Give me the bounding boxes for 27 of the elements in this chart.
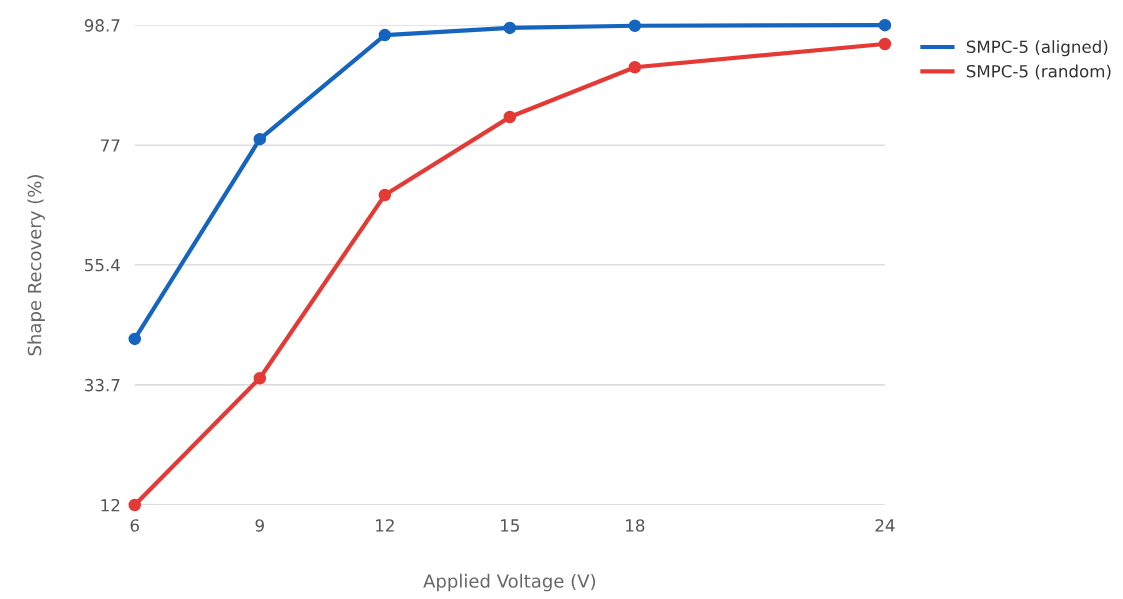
y-tick-label: 98.7 xyxy=(84,19,120,32)
point xyxy=(503,21,517,35)
y-tick-label: 12 xyxy=(101,498,120,512)
x-tick-label: 6 xyxy=(130,519,140,532)
x-tick-label: 12 xyxy=(376,519,394,532)
point xyxy=(628,19,642,32)
x-tick-label: 18 xyxy=(626,519,645,532)
y-tick-label: 55.4 xyxy=(85,258,120,272)
point xyxy=(253,371,267,385)
point xyxy=(503,110,517,124)
x-tick-label: 9 xyxy=(255,519,264,532)
point xyxy=(878,37,892,51)
y-tick-label: 77 xyxy=(101,139,120,152)
legend-label: SMPC-5 (random) xyxy=(966,64,1111,80)
y-tick-label: 33.7 xyxy=(85,378,120,392)
x-axis-title: Applied Voltage (V) xyxy=(423,573,596,592)
point xyxy=(878,18,892,32)
point xyxy=(628,60,642,74)
point xyxy=(128,332,142,346)
x-tick-label: 15 xyxy=(501,519,519,532)
point xyxy=(378,188,392,202)
point xyxy=(378,28,392,42)
legend-label: SMPC-5 (aligned) xyxy=(966,40,1108,57)
x-tick-label: 24 xyxy=(875,519,895,532)
point xyxy=(128,498,142,512)
point xyxy=(253,132,267,146)
y-axis-title: Shape Recovery (%) xyxy=(27,175,45,356)
